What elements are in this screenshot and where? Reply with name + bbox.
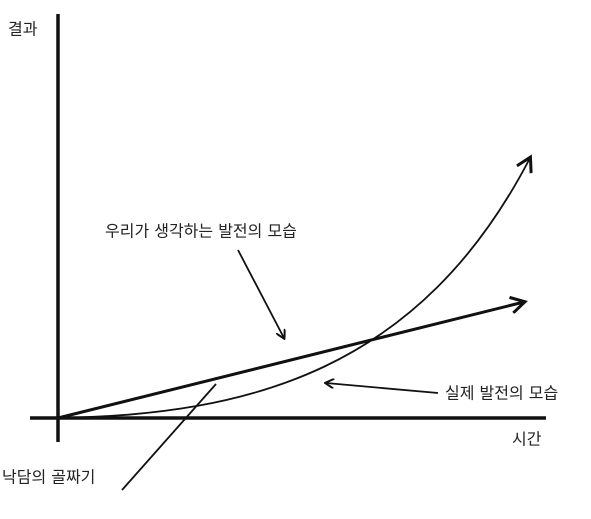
actual-curve: [57, 158, 530, 419]
expected-label: 우리가 생각하는 발전의 모습: [105, 222, 297, 241]
actual-pointer: [326, 383, 439, 394]
actual-label: 실제 발전의 모습: [445, 384, 558, 403]
valley-pointer: [121, 383, 217, 491]
valley-label: 낙담의 골짜기: [2, 468, 95, 487]
x-axis-label: 시간: [512, 430, 542, 449]
y-axis-label: 결과: [8, 20, 38, 39]
expected-pointer: [237, 249, 284, 338]
expected-line: [57, 302, 524, 420]
